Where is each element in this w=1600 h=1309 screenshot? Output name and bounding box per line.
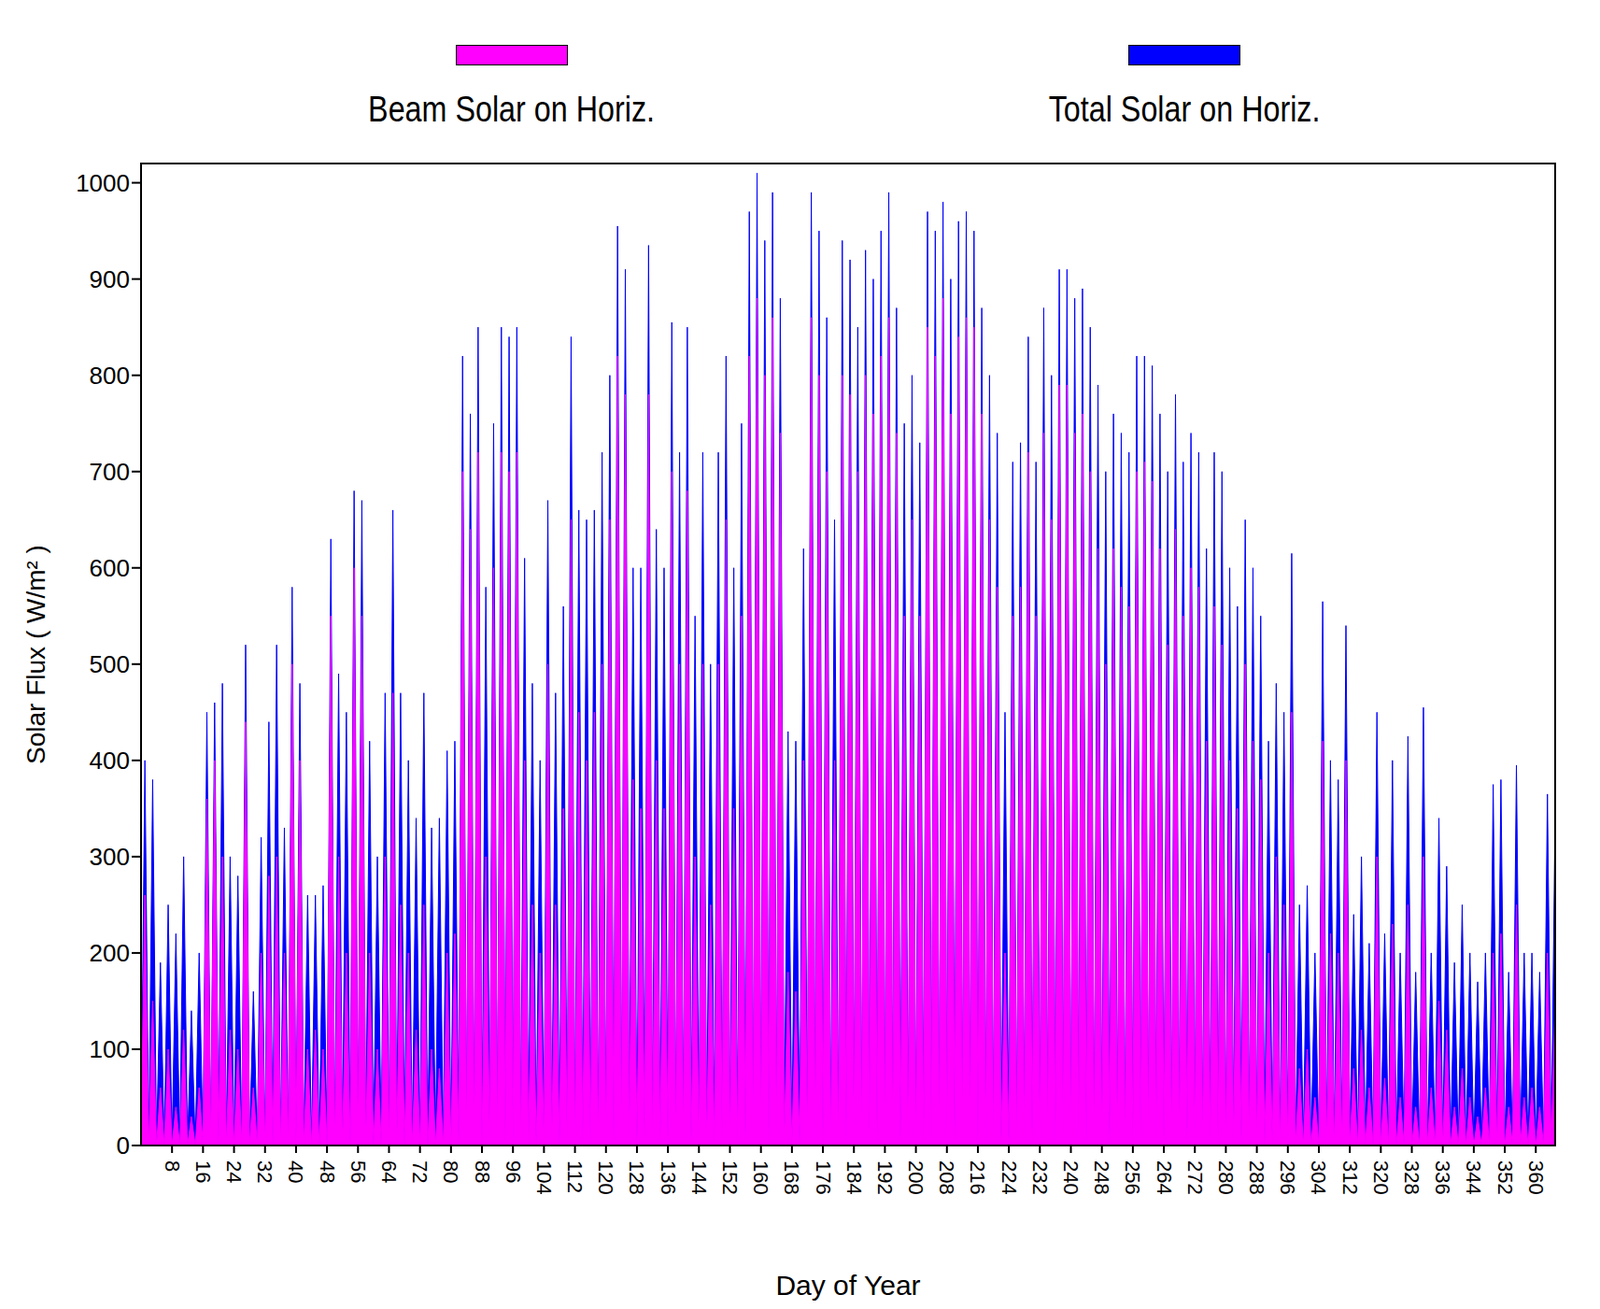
svg-text:700: 700 bbox=[89, 457, 130, 486]
svg-text:900: 900 bbox=[89, 265, 130, 294]
svg-text:56: 56 bbox=[346, 1160, 370, 1183]
html-text:Beam Solar on Horiz.: Beam Solar on Horiz. bbox=[368, 89, 656, 129]
svg-text:304: 304 bbox=[1306, 1160, 1331, 1195]
svg-text:200: 200 bbox=[89, 938, 130, 967]
svg-text:160: 160 bbox=[749, 1160, 773, 1195]
svg-text:328: 328 bbox=[1400, 1160, 1424, 1195]
svg-text:280: 280 bbox=[1214, 1160, 1238, 1195]
svg-text:200: 200 bbox=[904, 1160, 928, 1195]
svg-text:208: 208 bbox=[934, 1160, 959, 1195]
svg-text:176: 176 bbox=[811, 1160, 836, 1195]
svg-text:300: 300 bbox=[89, 842, 130, 871]
svg-text:104: 104 bbox=[532, 1160, 556, 1195]
svg-text:48: 48 bbox=[315, 1160, 340, 1183]
svg-text:272: 272 bbox=[1183, 1160, 1207, 1195]
svg-text:Day of Year: Day of Year bbox=[775, 1269, 921, 1301]
svg-text:152: 152 bbox=[718, 1160, 742, 1195]
svg-text:88: 88 bbox=[470, 1160, 495, 1183]
svg-text:216: 216 bbox=[965, 1160, 990, 1195]
svg-text:352: 352 bbox=[1493, 1160, 1517, 1195]
svg-text:40: 40 bbox=[283, 1160, 308, 1183]
svg-text:80: 80 bbox=[438, 1160, 463, 1183]
svg-text:288: 288 bbox=[1245, 1160, 1269, 1195]
html-text:Total Solar on Horiz.: Total Solar on Horiz. bbox=[1048, 89, 1321, 129]
svg-text:100: 100 bbox=[89, 1034, 130, 1063]
svg-text:224: 224 bbox=[997, 1160, 1021, 1195]
svg-text:800: 800 bbox=[89, 361, 130, 390]
svg-text:120: 120 bbox=[594, 1160, 618, 1195]
svg-text:320: 320 bbox=[1369, 1160, 1393, 1195]
svg-text:32: 32 bbox=[253, 1160, 277, 1183]
svg-text:64: 64 bbox=[377, 1160, 401, 1183]
svg-text:600: 600 bbox=[89, 553, 130, 582]
svg-text:72: 72 bbox=[408, 1160, 432, 1183]
svg-text:264: 264 bbox=[1152, 1160, 1176, 1195]
svg-text:184: 184 bbox=[842, 1160, 866, 1195]
svg-text:128: 128 bbox=[624, 1160, 649, 1195]
svg-text:112: 112 bbox=[563, 1160, 587, 1193]
svg-text:96: 96 bbox=[501, 1160, 525, 1183]
svg-text:24: 24 bbox=[222, 1160, 246, 1183]
svg-text:240: 240 bbox=[1059, 1160, 1083, 1195]
svg-text:296: 296 bbox=[1275, 1160, 1300, 1195]
svg-text:0: 0 bbox=[116, 1131, 130, 1160]
svg-text:232: 232 bbox=[1028, 1160, 1052, 1195]
svg-text:136: 136 bbox=[656, 1160, 680, 1195]
svg-text:344: 344 bbox=[1461, 1160, 1486, 1195]
svg-text:256: 256 bbox=[1120, 1160, 1145, 1195]
svg-text:Solar Flux ( W/m² ): Solar Flux ( W/m² ) bbox=[21, 544, 51, 765]
svg-text:400: 400 bbox=[89, 746, 130, 775]
svg-text:192: 192 bbox=[873, 1160, 897, 1195]
svg-text:16: 16 bbox=[191, 1160, 215, 1183]
svg-text:248: 248 bbox=[1090, 1160, 1114, 1195]
svg-text:312: 312 bbox=[1338, 1160, 1362, 1195]
svg-text:8: 8 bbox=[160, 1160, 185, 1172]
svg-text:144: 144 bbox=[687, 1160, 711, 1195]
svg-text:1000: 1000 bbox=[75, 169, 130, 198]
svg-text:360: 360 bbox=[1524, 1160, 1548, 1195]
svg-text:336: 336 bbox=[1430, 1160, 1455, 1195]
svg-text:168: 168 bbox=[779, 1160, 804, 1195]
svg-text:500: 500 bbox=[89, 650, 130, 679]
